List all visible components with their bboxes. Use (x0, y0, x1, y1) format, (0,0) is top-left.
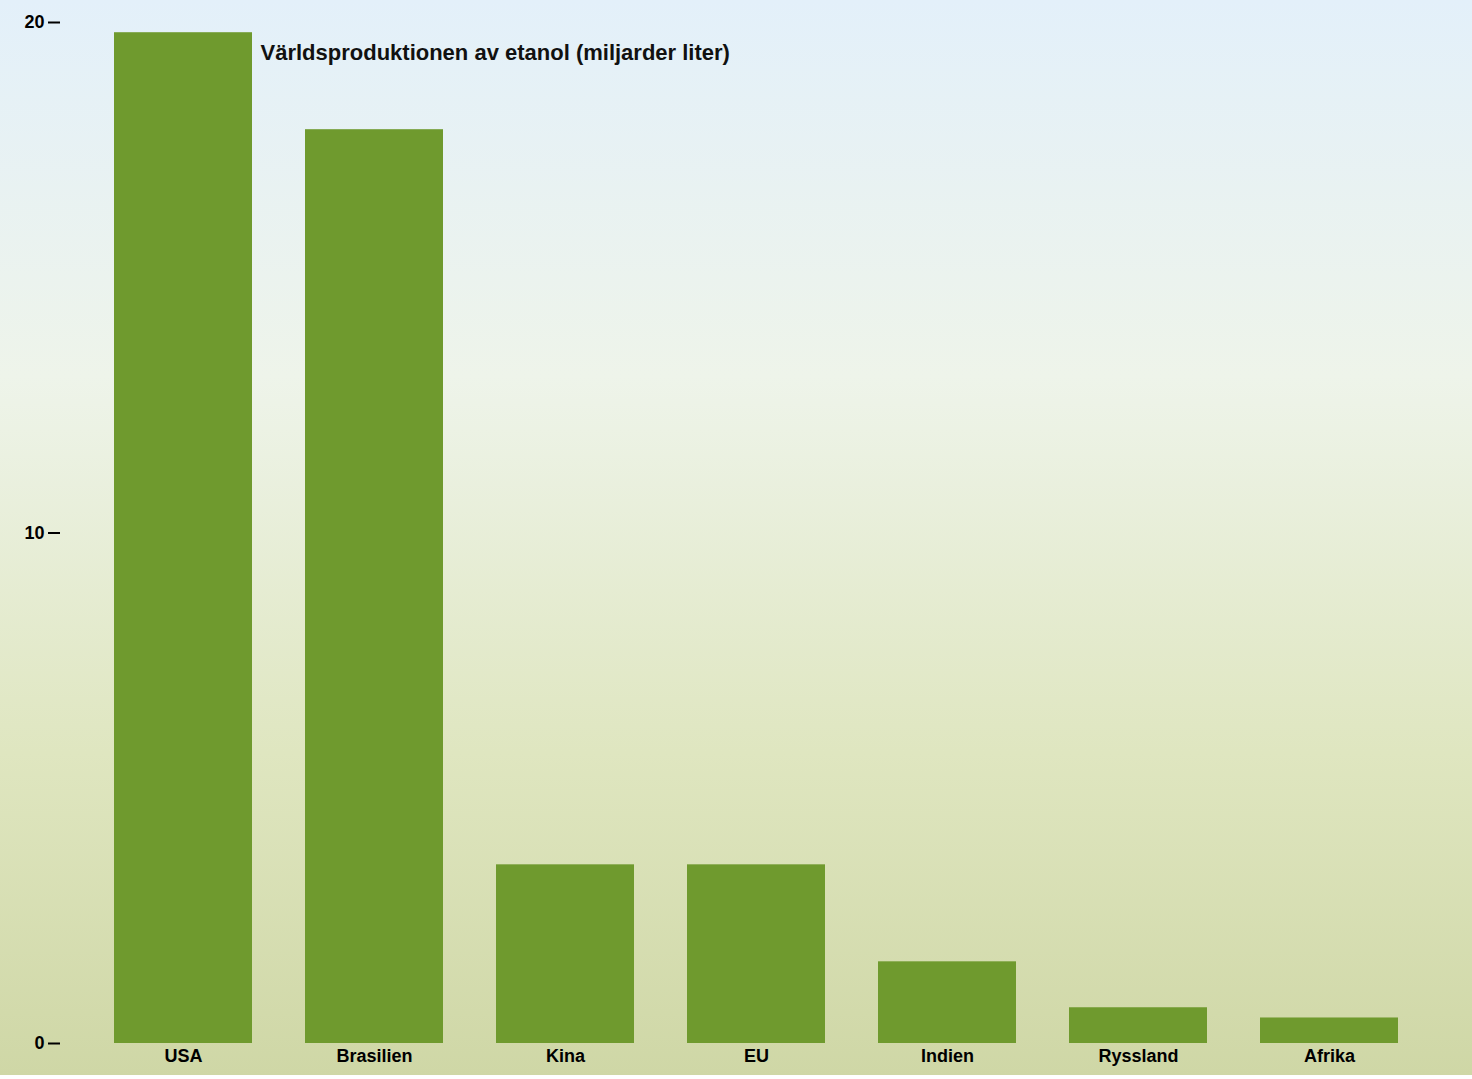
svg-text:Världsproduktionen av etanol (: Världsproduktionen av etanol (miljarder … (261, 40, 730, 65)
svg-text:Brasilien: Brasilien (336, 1046, 412, 1066)
svg-text:Afrika: Afrika (1304, 1046, 1356, 1066)
svg-text:Indien: Indien (921, 1046, 974, 1066)
svg-text:0: 0 (34, 1033, 44, 1053)
svg-text:Ryssland: Ryssland (1098, 1046, 1178, 1066)
svg-text:EU: EU (744, 1046, 769, 1066)
svg-text:USA: USA (164, 1046, 202, 1066)
svg-text:Kina: Kina (546, 1046, 586, 1066)
svg-text:20: 20 (24, 12, 44, 32)
svg-text:10: 10 (24, 523, 44, 543)
